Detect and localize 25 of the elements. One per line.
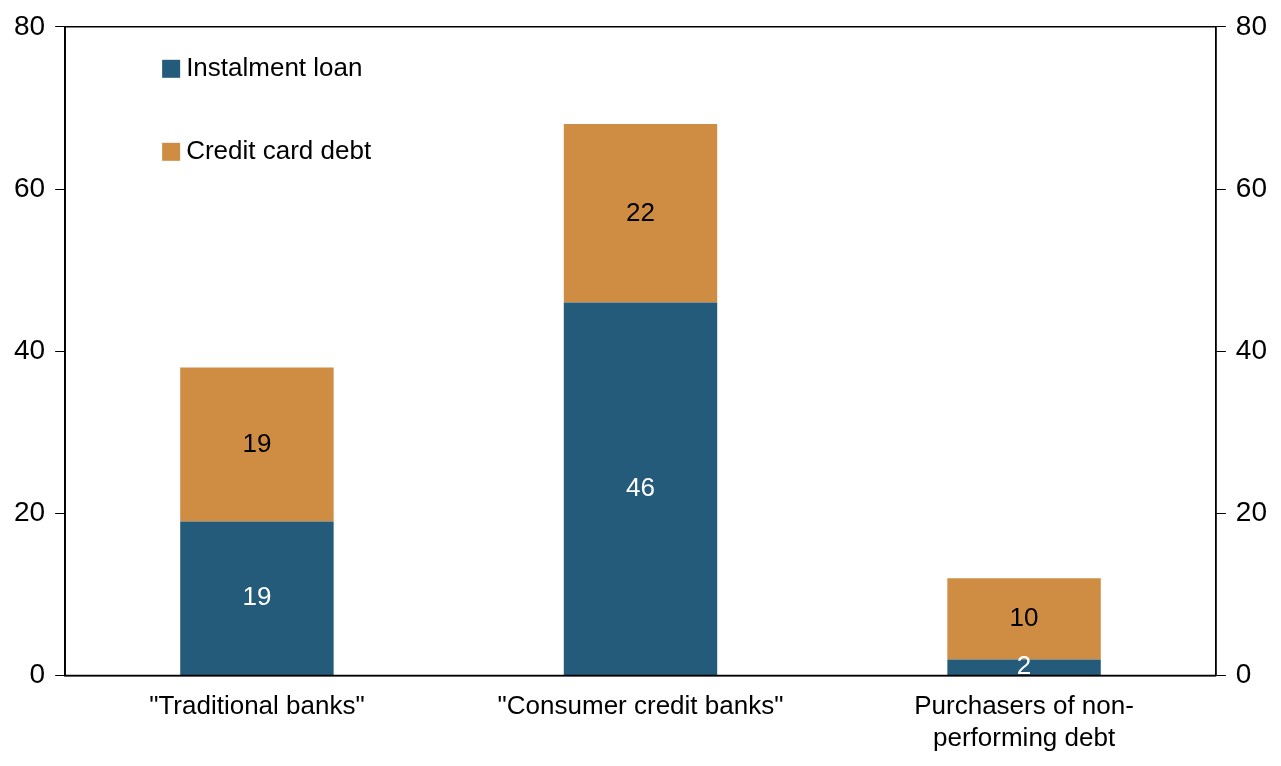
y2-tick-label: 60 bbox=[1235, 171, 1268, 203]
y-tick-label: 20 bbox=[13, 496, 46, 528]
legend-label: Credit card debt bbox=[186, 134, 372, 165]
x-tick-label: "Traditional banks" bbox=[149, 690, 365, 721]
x-tick-label: Purchasers of non-performing debt bbox=[914, 690, 1134, 752]
y2-tick-label: 40 bbox=[1235, 333, 1268, 365]
y2-tick-label: 0 bbox=[1235, 658, 1252, 690]
x-tick-label: "Consumer credit banks" bbox=[497, 690, 784, 721]
bar bbox=[563, 302, 718, 676]
data-label: 46 bbox=[626, 471, 655, 502]
y-tick-label: 0 bbox=[29, 658, 46, 690]
bar bbox=[563, 124, 718, 303]
y2-tick-label: 80 bbox=[1235, 9, 1268, 41]
bar bbox=[180, 367, 334, 522]
y-tick-label: 40 bbox=[13, 333, 46, 365]
data-label: 2 bbox=[1016, 650, 1032, 681]
data-label: 19 bbox=[242, 581, 272, 612]
y2-tick-label: 20 bbox=[1235, 496, 1268, 528]
data-label: 19 bbox=[242, 427, 272, 458]
bar bbox=[180, 521, 334, 676]
y-tick-label: 60 bbox=[13, 171, 46, 203]
data-label: 10 bbox=[1009, 602, 1039, 632]
legend-label: Instalment loan bbox=[186, 51, 363, 82]
data-label: 22 bbox=[626, 196, 655, 227]
y-tick-label: 80 bbox=[13, 9, 46, 41]
